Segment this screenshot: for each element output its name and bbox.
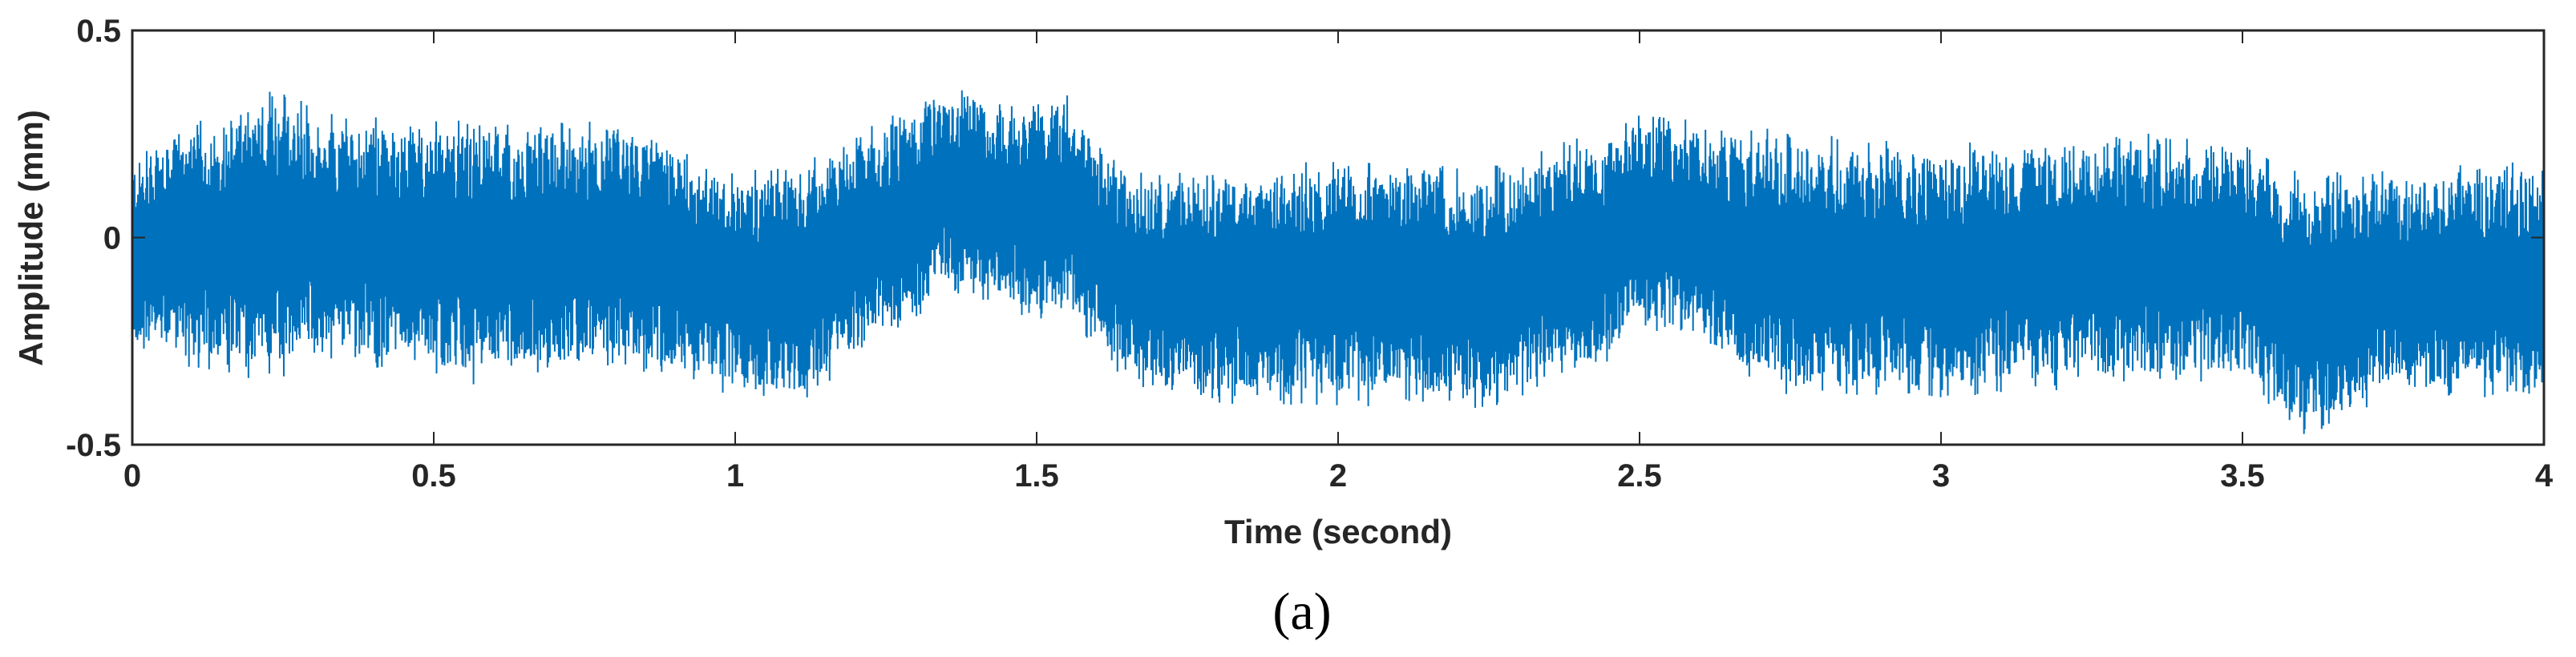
x-tick-label: 1 [726, 458, 744, 494]
x-tick-label: 0.5 [411, 458, 456, 494]
signal-series-line [131, 90, 2545, 434]
x-axis-ticks: 0 0.5 1 1.5 2 2.5 3 3.5 4 [123, 30, 2554, 494]
signal-waveform [131, 90, 2545, 434]
x-tick-label: 3 [1932, 458, 1950, 494]
x-tick-label: 0 [123, 458, 141, 494]
y-axis-ticks: -0.5 0 0.5 [66, 14, 2544, 463]
panel-label: (a) [1272, 582, 1331, 641]
y-tick-label: 0.5 [76, 14, 121, 49]
x-tick-label: 1.5 [1014, 458, 1059, 494]
x-tick-label: 2.5 [1617, 458, 1662, 494]
x-tick-label: 2 [1329, 458, 1347, 494]
x-tick-label: 4 [2535, 458, 2554, 494]
x-axis-label: Time (second) [1224, 513, 1452, 550]
x-tick-label: 3.5 [2220, 458, 2265, 494]
y-axis-label: Amplitude (mm) [12, 110, 50, 366]
y-tick-label: -0.5 [66, 428, 121, 463]
y-tick-label: 0 [103, 221, 121, 256]
